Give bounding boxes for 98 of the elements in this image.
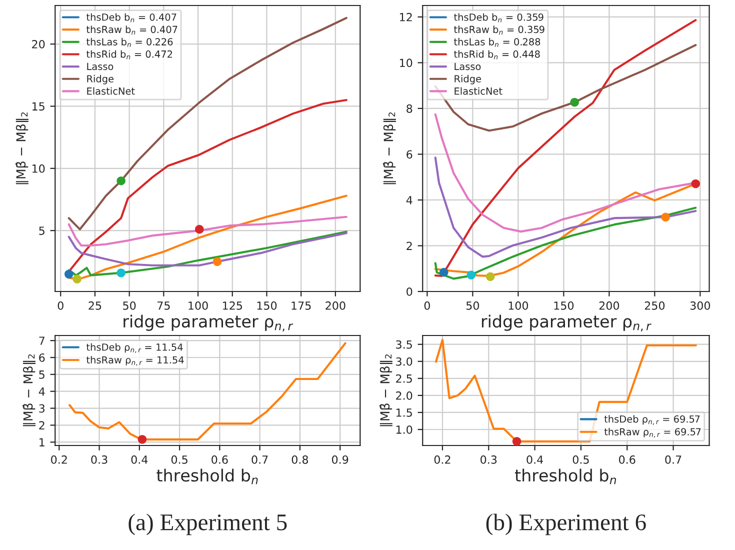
x-tick-label: 50 bbox=[466, 301, 480, 310]
legend-label: thsRid b$_{n}$ = 0.448 bbox=[454, 50, 540, 60]
point bbox=[116, 176, 126, 186]
y-axis-title: ‖Mβ̂ − Mβ‖$_{2}$ bbox=[382, 112, 396, 184]
y-axis-title: ‖Mβ̂ − Mβ‖$_{2}$ bbox=[22, 354, 36, 426]
legend-label: Ridge bbox=[87, 74, 114, 84]
x-tick-label: 0 bbox=[424, 301, 430, 310]
y-tick-label: 8 bbox=[406, 104, 412, 113]
y-tick-label: 2 bbox=[39, 421, 44, 430]
x-axis-title: threshold b$_{n}$ bbox=[514, 468, 616, 484]
x-axis-title: ridge parameter ρ$_{n,r}$ bbox=[482, 314, 652, 332]
legend-label: thsRid b$_{n}$ = 0.472 bbox=[86, 50, 172, 60]
x-tick-label: 0.7 bbox=[252, 455, 268, 464]
y-tick-label: 1.5 bbox=[396, 408, 412, 417]
x-tick-label: 200 bbox=[326, 301, 346, 310]
x-tick-label: 0.8 bbox=[292, 455, 308, 464]
x-tick-label: 0.6 bbox=[619, 455, 636, 464]
y-tick-label: 15 bbox=[32, 102, 44, 111]
legend-label: thsRaw b$_{n}$ = 0.407 bbox=[86, 26, 178, 35]
legend-label: thsRaw ρ$_{n,r}$ = 11.54 bbox=[86, 356, 184, 366]
y-tick-label: 10 bbox=[32, 164, 45, 173]
y-tick-label: 20 bbox=[32, 40, 45, 48]
text: (b) Experiment 6 bbox=[486, 514, 646, 536]
x-tick-label: 200 bbox=[599, 301, 620, 310]
y-tick-label: 12 bbox=[400, 12, 412, 22]
x-axis-title: threshold b$_{n}$ bbox=[156, 468, 258, 484]
y-tick-label: 3.5 bbox=[396, 340, 412, 349]
legend-label: ElasticNet bbox=[454, 87, 502, 95]
line-series bbox=[434, 206, 697, 280]
legend-label: thsLas b$_{n}$ = 0.226 bbox=[86, 38, 173, 47]
x-tick-label: 125 bbox=[222, 301, 242, 310]
legend-label: Lasso bbox=[454, 62, 481, 70]
x-tick-label: 250 bbox=[644, 301, 665, 310]
legend-label: thsDeb b$_{n}$ = 0.359 bbox=[454, 13, 544, 22]
y-tick-label: 1.0 bbox=[396, 425, 412, 434]
point bbox=[72, 274, 82, 284]
x-tick-label: 0.4 bbox=[526, 455, 544, 464]
y-tick-label: 6 bbox=[39, 353, 45, 362]
y-tick-label: 5 bbox=[39, 370, 44, 379]
x-tick-label: 150 bbox=[554, 301, 574, 310]
legend-label: thsRaw b$_{n}$ = 0.359 bbox=[454, 26, 544, 35]
x-tick-label: 0.5 bbox=[572, 455, 589, 464]
x-tick-label: 0.4 bbox=[131, 455, 148, 464]
point bbox=[212, 257, 222, 266]
legend-label: Lasso bbox=[87, 62, 114, 70]
point bbox=[64, 270, 74, 278]
y-tick-label: 6 bbox=[406, 150, 412, 159]
x-tick-label: 50 bbox=[123, 301, 136, 310]
y-tick-label: 2.5 bbox=[396, 374, 412, 383]
y-tick-label: 5 bbox=[39, 226, 44, 235]
x-tick-label: 0 bbox=[58, 301, 64, 310]
point bbox=[466, 270, 476, 280]
text: (a) Experiment 5 bbox=[128, 514, 287, 536]
point bbox=[691, 179, 700, 188]
x-tick-label: 75 bbox=[158, 302, 170, 310]
legend-label: thsRaw ρ$_{n,r}$ = 69.57 bbox=[604, 428, 701, 438]
point bbox=[195, 224, 204, 234]
y-tick-label: 3 bbox=[39, 404, 45, 413]
x-tick-label: 100 bbox=[188, 301, 208, 310]
x-axis-title: ridge parameter ρ$_{n,r}$ bbox=[124, 314, 294, 332]
x-tick-label: 0.3 bbox=[480, 455, 497, 464]
x-tick-label: 150 bbox=[257, 301, 277, 310]
x-tick-label: 0.2 bbox=[51, 455, 67, 464]
y-axis-title: ‖Mβ̂ − Mβ‖$_{2}$ bbox=[379, 354, 392, 426]
x-tick-label: 0.2 bbox=[434, 455, 450, 464]
y-tick-label: 4 bbox=[38, 387, 45, 396]
y-tick-label: 7 bbox=[39, 336, 44, 345]
point bbox=[440, 268, 448, 277]
line-series bbox=[68, 232, 348, 266]
legend-label: ElasticNet bbox=[87, 87, 135, 95]
x-tick-label: 175 bbox=[292, 302, 311, 310]
x-tick-label: 100 bbox=[508, 301, 528, 310]
legend-label: thsLas b$_{n}$ = 0.288 bbox=[454, 38, 540, 47]
point bbox=[661, 212, 670, 222]
y-tick-label: 10 bbox=[400, 58, 412, 68]
point bbox=[570, 98, 579, 107]
legend-label: Ridge bbox=[454, 74, 481, 84]
y-tick-label: 1 bbox=[40, 438, 44, 446]
y-tick-label: 0 bbox=[406, 287, 412, 296]
x-tick-label: 0.5 bbox=[171, 455, 188, 464]
x-tick-label: 25 bbox=[88, 301, 102, 310]
line-series bbox=[434, 156, 697, 258]
point bbox=[116, 268, 126, 278]
y-tick-label: 2.0 bbox=[396, 391, 412, 400]
x-tick-label: 0.6 bbox=[212, 455, 228, 464]
legend-label: thsDeb b$_{n}$ = 0.407 bbox=[86, 13, 176, 22]
y-axis-title: ‖Mβ̂ − Mβ‖$_{2}$ bbox=[15, 112, 28, 184]
y-tick-label: 4 bbox=[406, 196, 412, 204]
x-tick-label: 0.9 bbox=[332, 455, 348, 464]
y-tick-label: 3.0 bbox=[396, 357, 412, 366]
x-tick-label: 0.3 bbox=[91, 455, 108, 464]
x-tick-label: 0.7 bbox=[665, 455, 682, 464]
legend-label: thsDeb ρ$_{n,r}$ = 11.54 bbox=[86, 343, 183, 354]
x-tick-label: 300 bbox=[690, 301, 710, 310]
legend-label: thsDeb ρ$_{n,r}$ = 69.57 bbox=[604, 415, 700, 425]
y-tick-label: 2 bbox=[406, 242, 412, 250]
line-series bbox=[68, 216, 348, 247]
point bbox=[486, 272, 495, 282]
